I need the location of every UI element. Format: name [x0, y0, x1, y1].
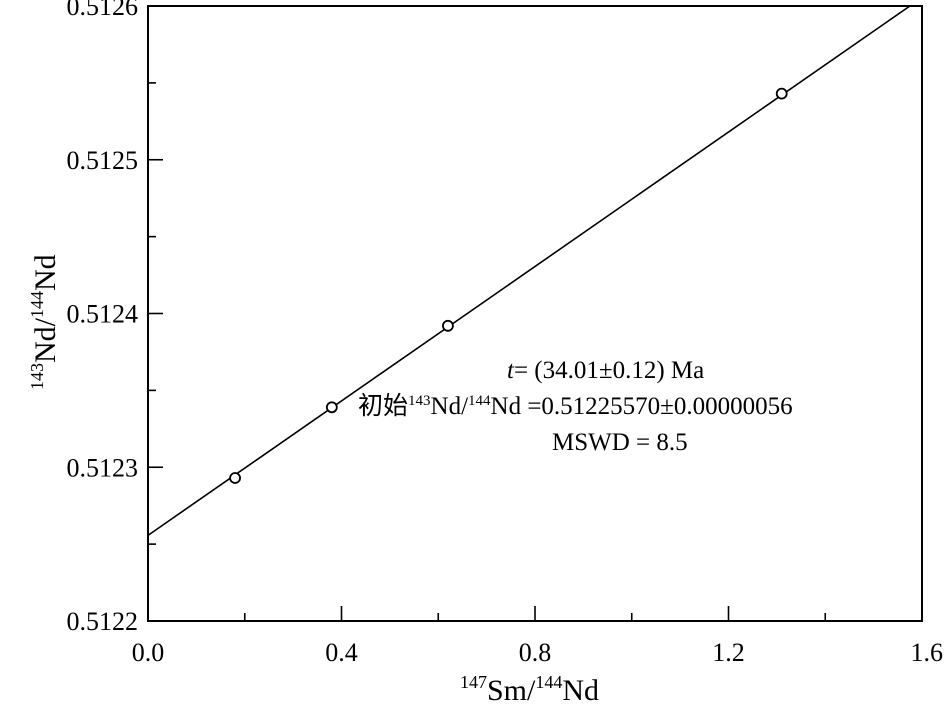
data-point	[325, 401, 338, 414]
mswd-annotation: MSWD = 8.5	[552, 429, 688, 456]
fit-line-group	[147, 5, 911, 537]
initial-ratio-annotation: 初始143Nd/144Nd =0.51225570±0.00000056	[358, 393, 793, 420]
axis-ticks	[147, 5, 923, 622]
data-point	[229, 472, 241, 484]
y-axis-label: 143Nd/144Nd	[27, 254, 62, 390]
y-tick-label: 0.5123	[67, 453, 139, 482]
y-tick-label: 0.5124	[67, 300, 139, 329]
x-tick-label: 1.2	[712, 638, 745, 667]
x-tick-label: 1.6	[911, 638, 944, 667]
data-point	[775, 87, 788, 100]
age-annotation: t= (34.01±0.12) Ma	[507, 357, 705, 384]
y-tick-labels: 0.5122 0.5123 0.5124 0.5125 0.5126	[67, 0, 139, 636]
y-tick-label: 0.5125	[67, 146, 139, 175]
x-axis-label: 147Sm/144Nd	[460, 672, 600, 707]
x-tick-label: 0.4	[325, 638, 358, 667]
y-tick-label: 0.5122	[67, 607, 139, 636]
isochron-fit-line	[147, 5, 911, 537]
x-tick-label: 0.0	[132, 638, 165, 667]
plot-frame	[147, 5, 923, 622]
y-tick-label: 0.5126	[67, 0, 139, 21]
data-point	[442, 319, 454, 332]
x-tick-labels: 0.0 0.4 0.8 1.2 1.6	[132, 638, 943, 667]
x-tick-label: 0.8	[519, 638, 552, 667]
data-points	[229, 87, 788, 484]
